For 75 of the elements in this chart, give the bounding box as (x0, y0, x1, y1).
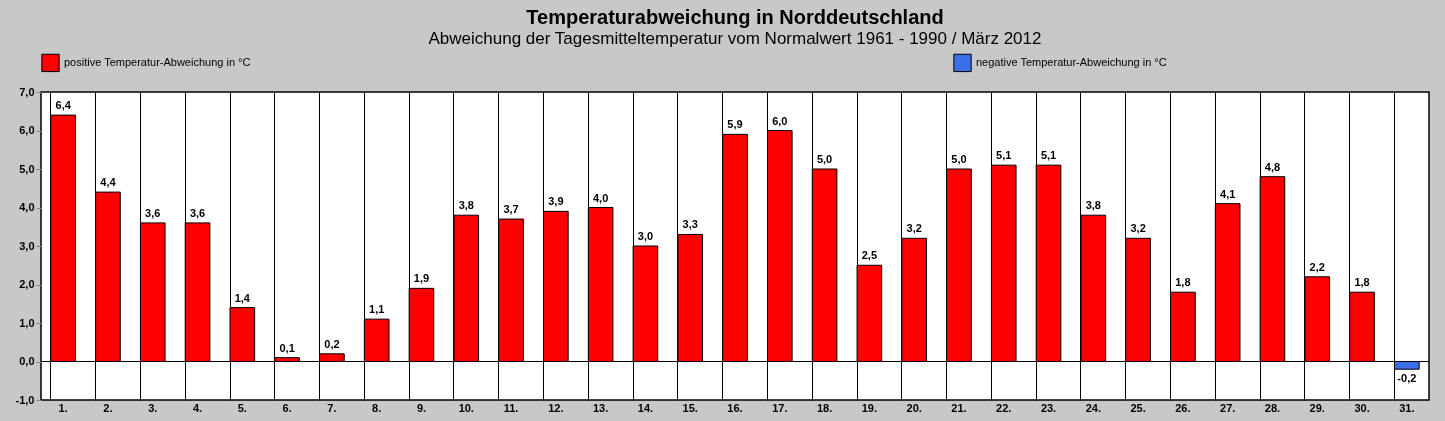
data-label: 0,2 (324, 337, 340, 350)
data-label: 5,1 (1040, 149, 1057, 162)
data-label: 5,0 (951, 153, 967, 165)
x-tick-label: 13. (592, 401, 609, 414)
x-tick-label: 21. (951, 401, 967, 414)
data-label: 3,6 (189, 206, 206, 219)
x-tick-label: 27. (1220, 401, 1236, 414)
x-tick-label: 28. (1264, 401, 1281, 414)
x-tick-label: 14. (637, 401, 654, 414)
y-tick-label: -1,0 (15, 393, 35, 406)
legend-label: positive Temperatur-Abweichung in °C (64, 55, 251, 68)
data-label: 1,8 (1175, 276, 1191, 289)
x-tick-label: 1. (58, 401, 68, 414)
y-tick-label: 4,0 (19, 201, 35, 213)
y-tick-label: 0,0 (19, 355, 35, 367)
x-tick-label: 23. (1040, 401, 1057, 414)
x-tick-label: 9. (416, 401, 427, 414)
data-label: 4,1 (1220, 187, 1236, 200)
x-tick-label: 11. (503, 401, 519, 414)
data-label: 3,8 (1085, 199, 1101, 212)
data-label: 4,0 (592, 191, 609, 204)
x-tick-label: 10. (458, 401, 474, 414)
data-label: 0,1 (279, 341, 295, 354)
data-label: 3,8 (458, 199, 474, 212)
x-tick-label: 4. (192, 401, 203, 414)
x-tick-label: 30. (1354, 401, 1370, 414)
data-label: 2,5 (861, 249, 878, 262)
x-tick-label: 20. (906, 401, 922, 414)
data-label: 6,4 (55, 99, 72, 112)
x-tick-label: 26. (1175, 401, 1191, 414)
data-label: 1,8 (1354, 276, 1370, 289)
data-label: 5,1 (996, 149, 1012, 162)
x-tick-label: 8. (372, 401, 382, 414)
data-label: 3,2 (906, 222, 922, 235)
x-tick-label: 17. (772, 401, 788, 414)
data-label: 4,4 (100, 176, 117, 189)
data-label: 1,9 (413, 272, 430, 285)
x-tick-label: 3. (148, 401, 158, 414)
x-tick-label: 2. (103, 401, 113, 414)
y-tick-label: 2,0 (19, 278, 35, 290)
chart-subtitle: Abweichung der Tagesmitteltemperatur vom Normalwert 1961 - 1990 / März 2012 (428, 29, 1042, 48)
x-tick-label: 15. (682, 401, 698, 414)
data-label: -0,2 (1397, 372, 1417, 385)
data-label: 6,0 (772, 114, 788, 127)
data-label: 3,2 (1130, 222, 1146, 235)
y-tick-label: 7,0 (19, 85, 35, 98)
y-tick-label: 3,0 (19, 239, 35, 252)
x-tick-label: 31. (1399, 401, 1415, 414)
x-tick-label: 5. (237, 401, 247, 414)
x-tick-label: 6. (282, 401, 292, 414)
y-tick-label: 6,0 (19, 124, 35, 136)
data-label: 4,8 (1264, 160, 1281, 173)
legend-label: negative Temperatur-Abweichung in °C (976, 55, 1167, 68)
chart-title: Temperaturabweichung in Norddeutschland (526, 6, 944, 28)
x-tick-label: 24. (1085, 401, 1101, 414)
data-label: 2,2 (1309, 260, 1325, 273)
x-tick-label: 22. (996, 401, 1012, 414)
data-label: 3,6 (145, 206, 161, 219)
x-tick-label: 12. (548, 401, 564, 414)
data-label: 5,0 (816, 153, 833, 165)
x-tick-label: 25. (1130, 401, 1146, 414)
data-label: 1,4 (234, 291, 251, 304)
x-tick-label: 7. (327, 401, 337, 414)
y-tick-label: 1,0 (19, 316, 35, 329)
data-label: 3,7 (503, 203, 519, 216)
x-tick-label: 16. (727, 401, 743, 414)
y-tick-label: 5,0 (19, 162, 35, 175)
data-label: 3,3 (682, 218, 698, 231)
data-label: 5,9 (727, 118, 743, 131)
x-tick-label: 19. (861, 401, 878, 414)
x-tick-label: 29. (1309, 401, 1325, 414)
data-label: 3,0 (637, 230, 654, 242)
data-label: 1,1 (369, 303, 385, 316)
x-tick-label: 18. (816, 401, 833, 414)
data-label: 3,9 (548, 195, 564, 208)
